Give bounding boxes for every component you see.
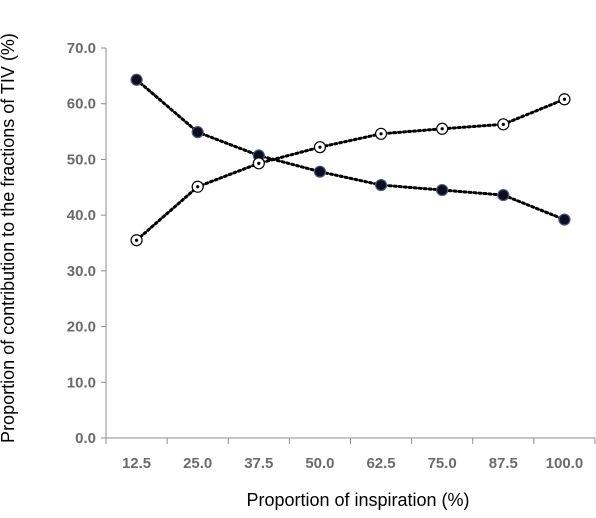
y-tick-label: 0.0 xyxy=(75,430,96,447)
data-point-filled xyxy=(374,178,388,192)
x-tick-label: 37.5 xyxy=(244,455,273,472)
axes xyxy=(105,48,595,444)
y-axis-ticks: 0.0 10.0 20.0 30.0 40.0 50.0 60.0 70.0 xyxy=(67,40,106,447)
x-tick-label: 62.5 xyxy=(366,455,395,472)
series-2 xyxy=(130,93,571,247)
y-axis-title: Proportion of contribution to the fracti… xyxy=(0,33,18,443)
y-tick-label: 70.0 xyxy=(67,40,96,57)
data-point-filled xyxy=(191,126,204,139)
data-point-open xyxy=(191,180,204,193)
data-point-open xyxy=(313,141,327,154)
data-point-center xyxy=(318,145,322,149)
x-tick-label: 25.0 xyxy=(183,455,212,472)
x-axis-title: Proportion of inspiration (%) xyxy=(246,490,469,510)
y-tick-label: 20.0 xyxy=(67,319,96,336)
x-tick-label: 50.0 xyxy=(305,455,334,472)
data-point-filled xyxy=(497,188,510,202)
data-point-open xyxy=(252,157,265,170)
x-axis-ticks: 12.5 25.0 37.5 50.0 62.5 75.0 87.5 100.0 xyxy=(122,438,596,472)
y-tick-label: 40.0 xyxy=(67,207,96,224)
series-1-line xyxy=(135,78,566,222)
x-tick-label: 100.0 xyxy=(546,455,584,472)
data-point-center xyxy=(501,122,505,126)
data-point-center xyxy=(562,97,567,101)
data-point-open xyxy=(374,127,388,140)
data-point-open xyxy=(130,234,143,247)
y-tick-label: 30.0 xyxy=(67,263,96,280)
data-point-center xyxy=(196,185,200,189)
x-tick-label: 87.5 xyxy=(489,455,518,472)
x-tick-label: 75.0 xyxy=(428,455,457,472)
data-point-center xyxy=(134,238,139,242)
data-point-center xyxy=(440,127,444,131)
data-point-open xyxy=(497,118,510,131)
x-tick-label: 12.5 xyxy=(122,455,151,472)
series-layer xyxy=(130,73,571,247)
data-point-open xyxy=(436,122,449,135)
y-tick-label: 50.0 xyxy=(67,151,96,168)
data-point-filled xyxy=(558,213,571,226)
y-tick-label: 10.0 xyxy=(67,374,96,391)
data-point-open xyxy=(558,93,571,106)
data-point-filled xyxy=(436,183,449,197)
series-2-line xyxy=(135,97,566,242)
data-point-filled xyxy=(130,73,143,86)
data-point-filled xyxy=(313,165,327,178)
data-point-center xyxy=(379,132,383,136)
y-tick-label: 60.0 xyxy=(67,96,96,113)
series-1 xyxy=(130,73,571,226)
data-point-center xyxy=(257,161,261,165)
